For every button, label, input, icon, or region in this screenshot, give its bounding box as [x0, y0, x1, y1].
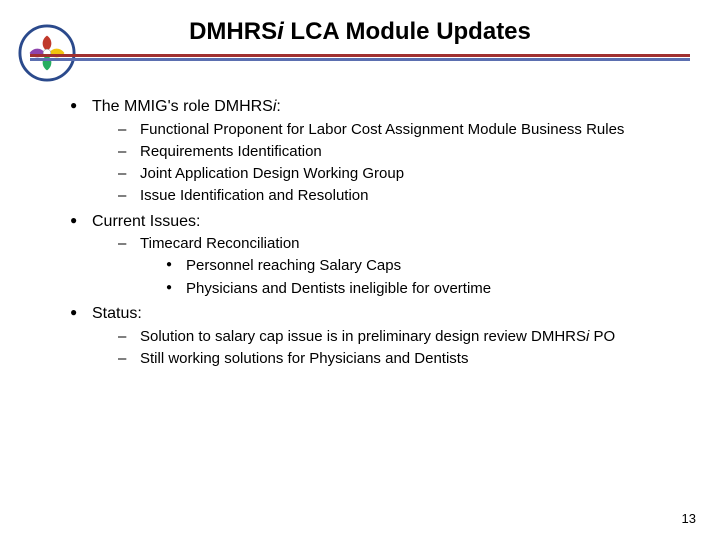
list-item: Issue Identification and Resolution [118, 186, 670, 206]
list-item: Requirements Identification [118, 142, 670, 162]
section1-suffix: : [276, 98, 280, 115]
list-item: Solution to salary cap issue is in preli… [118, 327, 670, 347]
list-item: Physicians and Dentists ineligible for o… [166, 279, 670, 299]
list-item: Timecard Reconciliation Personnel reachi… [118, 234, 670, 299]
bullet-section-3: Status: Solution to salary cap issue is … [70, 303, 670, 369]
title-rest: LCA Module Updates [284, 18, 531, 45]
slide-content: The MMIG's role DMHRSi: Functional Propo… [70, 96, 670, 373]
title-prefix: DMHRS [189, 18, 277, 45]
slide: DMHRSi LCA Module Updates The MMIG's rol… [0, 0, 720, 540]
list-item: Joint Application Design Working Group [118, 164, 670, 184]
list-item: Personnel reaching Salary Caps [166, 256, 670, 276]
list-item: Functional Proponent for Labor Cost Assi… [118, 120, 670, 140]
bullet-section-1: The MMIG's role DMHRSi: Functional Propo… [70, 96, 670, 207]
section3-label: Status: [92, 305, 142, 322]
divider-top [30, 54, 690, 57]
list-item: Still working solutions for Physicians a… [118, 349, 670, 369]
divider-bottom [30, 58, 690, 61]
page-number: 13 [682, 511, 696, 526]
slide-title: DMHRSi LCA Module Updates [0, 18, 720, 46]
bullet-section-2: Current Issues: Timecard Reconciliation … [70, 211, 670, 299]
section2-label: Current Issues: [92, 213, 200, 230]
title-italic: i [277, 18, 284, 45]
section1-prefix: The MMIG's role DMHRS [92, 98, 273, 115]
